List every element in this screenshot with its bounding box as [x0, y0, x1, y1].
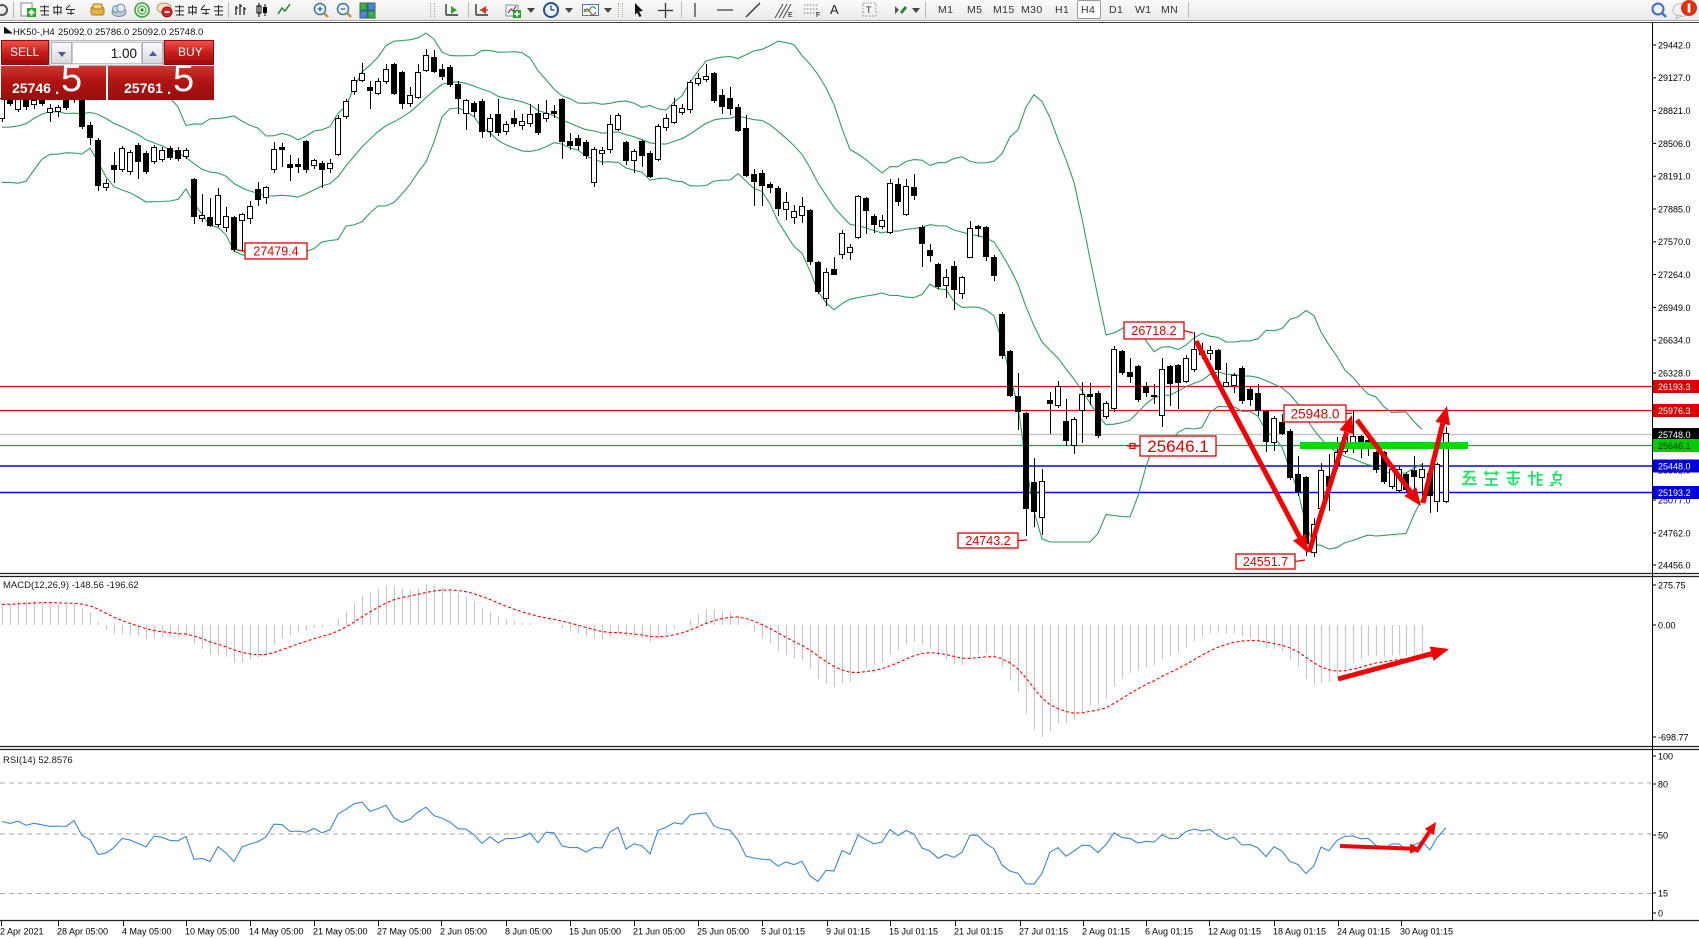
svg-text:25976.3: 25976.3	[1658, 406, 1691, 416]
svg-text:24456.0: 24456.0	[1658, 560, 1691, 570]
svg-text:25 Jun 05:00: 25 Jun 05:00	[697, 927, 749, 937]
svg-text:E: E	[788, 12, 793, 19]
svg-text:F: F	[816, 12, 820, 19]
svg-text:50: 50	[1658, 830, 1668, 840]
svg-text:25646.1: 25646.1	[1147, 437, 1208, 456]
svg-text:27885.0: 27885.0	[1658, 204, 1691, 214]
svg-text:2 Jun 05:00: 2 Jun 05:00	[440, 927, 487, 937]
svg-text:15 Jul 01:15: 15 Jul 01:15	[889, 927, 938, 937]
svg-text:15 Jun 05:00: 15 Jun 05:00	[569, 927, 621, 937]
svg-text:0.00: 0.00	[1658, 620, 1676, 630]
svg-text:5 Jul 01:15: 5 Jul 01:15	[761, 927, 805, 937]
svg-text:30 Aug 01:15: 30 Aug 01:15	[1400, 927, 1453, 937]
svg-text:10 May 05:00: 10 May 05:00	[185, 927, 240, 937]
svg-text:100: 100	[1658, 751, 1673, 761]
svg-text:HK50-,H4: HK50-,H4	[13, 27, 55, 38]
svg-text:21 May 05:00: 21 May 05:00	[313, 927, 368, 937]
svg-text:26328.0: 26328.0	[1658, 368, 1691, 378]
svg-text:24551.7: 24551.7	[1243, 555, 1288, 569]
svg-text:4 May 05:00: 4 May 05:00	[122, 927, 172, 937]
svg-text:24762.0: 24762.0	[1658, 528, 1691, 538]
svg-text:MACD(12,26,9) -148.56 -196.62: MACD(12,26,9) -148.56 -196.62	[3, 580, 139, 591]
svg-text:26193.3: 26193.3	[1658, 382, 1691, 392]
svg-text:27570.0: 27570.0	[1658, 237, 1691, 247]
svg-text:21 Jul 01:15: 21 Jul 01:15	[954, 927, 1003, 937]
svg-text:24 Aug 01:15: 24 Aug 01:15	[1337, 927, 1390, 937]
svg-text:2 Aug 01:15: 2 Aug 01:15	[1082, 927, 1130, 937]
svg-text:25748.0: 25748.0	[1658, 430, 1691, 440]
svg-text:28821.0: 28821.0	[1658, 106, 1691, 116]
svg-text:27 May 05:00: 27 May 05:00	[377, 927, 432, 937]
svg-text:26718.2: 26718.2	[1131, 324, 1176, 338]
svg-text:25092.0 25786.0 25092.0 25748.: 25092.0 25786.0 25092.0 25748.0	[58, 27, 203, 38]
svg-text:-698.77: -698.77	[1658, 732, 1689, 742]
svg-text:28191.0: 28191.0	[1658, 172, 1691, 182]
svg-text:80: 80	[1658, 779, 1668, 789]
svg-text:28506.0: 28506.0	[1658, 139, 1691, 149]
svg-text:27 Jul 01:15: 27 Jul 01:15	[1019, 927, 1068, 937]
svg-text:15: 15	[1658, 888, 1668, 898]
svg-text:RSI(14) 52.8576: RSI(14) 52.8576	[3, 755, 73, 766]
svg-text:8 Jun 05:00: 8 Jun 05:00	[505, 927, 552, 937]
svg-text:25948.0: 25948.0	[1291, 406, 1340, 421]
svg-text:2 Apr 2021: 2 Apr 2021	[0, 927, 44, 937]
svg-text:18 Aug 01:15: 18 Aug 01:15	[1273, 927, 1326, 937]
svg-text:9 Jul 01:15: 9 Jul 01:15	[826, 927, 870, 937]
svg-text:T: T	[866, 5, 872, 15]
svg-text:0: 0	[1658, 908, 1663, 918]
svg-text:275.75: 275.75	[1658, 580, 1686, 590]
svg-text:24743.2: 24743.2	[965, 534, 1010, 548]
svg-text:27264.0: 27264.0	[1658, 270, 1691, 280]
svg-text:25077.0: 25077.0	[1658, 495, 1691, 505]
svg-text:25646.1: 25646.1	[1658, 441, 1691, 451]
svg-text:27479.4: 27479.4	[253, 245, 298, 259]
svg-text:26949.0: 26949.0	[1658, 303, 1691, 313]
svg-text:26634.0: 26634.0	[1658, 336, 1691, 346]
svg-text:29127.0: 29127.0	[1658, 73, 1691, 83]
svg-text:6 Aug 01:15: 6 Aug 01:15	[1145, 927, 1193, 937]
svg-text:28 Apr 05:00: 28 Apr 05:00	[57, 927, 108, 937]
svg-text:25193.2: 25193.2	[1658, 488, 1691, 498]
svg-text:12 Aug 01:15: 12 Aug 01:15	[1208, 927, 1261, 937]
svg-text:21 Jun 05:00: 21 Jun 05:00	[633, 927, 685, 937]
svg-text:25448.0: 25448.0	[1658, 461, 1691, 471]
svg-text:14 May 05:00: 14 May 05:00	[249, 927, 304, 937]
svg-text:29442.0: 29442.0	[1658, 40, 1691, 50]
